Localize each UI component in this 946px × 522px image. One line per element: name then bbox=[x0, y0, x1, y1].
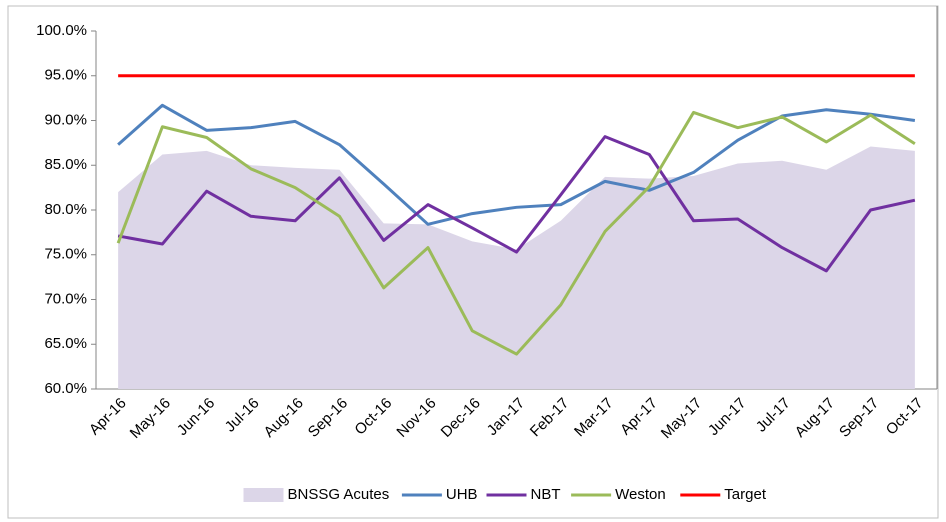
x-tick-label: Nov-16 bbox=[393, 395, 439, 441]
x-tick-label: Sep-16 bbox=[305, 395, 351, 441]
legend-label: NBT bbox=[531, 486, 561, 503]
chart-frame bbox=[7, 5, 939, 519]
y-tick-label: 80.0% bbox=[44, 201, 87, 218]
x-tick-label: Jul-17 bbox=[753, 395, 794, 436]
x-tick-label: Apr-17 bbox=[617, 395, 661, 439]
x-tick-label: Aug-16 bbox=[261, 395, 307, 441]
y-tick-label: 60.0% bbox=[44, 380, 87, 397]
x-tick-label: Oct-16 bbox=[351, 395, 395, 439]
legend-label: UHB bbox=[446, 486, 478, 503]
x-tick-label: Oct-17 bbox=[883, 395, 927, 439]
x-tick-label: Aug-17 bbox=[792, 395, 838, 441]
x-tick-label: Jul-16 bbox=[222, 395, 263, 436]
x-tick-label: Jun-16 bbox=[174, 395, 218, 439]
line bbox=[117, 135, 916, 273]
x-tick-label: Sep-17 bbox=[836, 395, 882, 441]
x-tick-label: Apr-16 bbox=[86, 395, 130, 439]
x-tick-label: Mar-17 bbox=[571, 395, 617, 441]
legend-swatch bbox=[243, 488, 284, 502]
y-tick-label: 90.0% bbox=[44, 111, 87, 128]
line bbox=[116, 110, 916, 356]
x-tick-label: Jun-17 bbox=[705, 395, 749, 439]
legend-label: Target bbox=[724, 486, 767, 503]
x-tick-label: May-17 bbox=[658, 395, 705, 442]
y-tick-label: 75.0% bbox=[44, 246, 87, 263]
y-tick-label: 65.0% bbox=[44, 335, 87, 352]
x-tick-label: May-16 bbox=[127, 395, 174, 442]
area bbox=[118, 146, 915, 389]
x-tick-label: Dec-16 bbox=[438, 395, 484, 441]
x-tick-label: Feb-17 bbox=[527, 395, 573, 441]
y-tick-label: 100.0% bbox=[36, 22, 87, 39]
x-tick-label: Jan-17 bbox=[484, 395, 528, 439]
y-tick-label: 85.0% bbox=[44, 156, 87, 173]
legend-label: BNSSG Acutes bbox=[288, 486, 390, 503]
y-tick-label: 70.0% bbox=[44, 290, 87, 307]
y-tick-label: 95.0% bbox=[44, 67, 87, 84]
legend-label: Weston bbox=[615, 486, 666, 503]
